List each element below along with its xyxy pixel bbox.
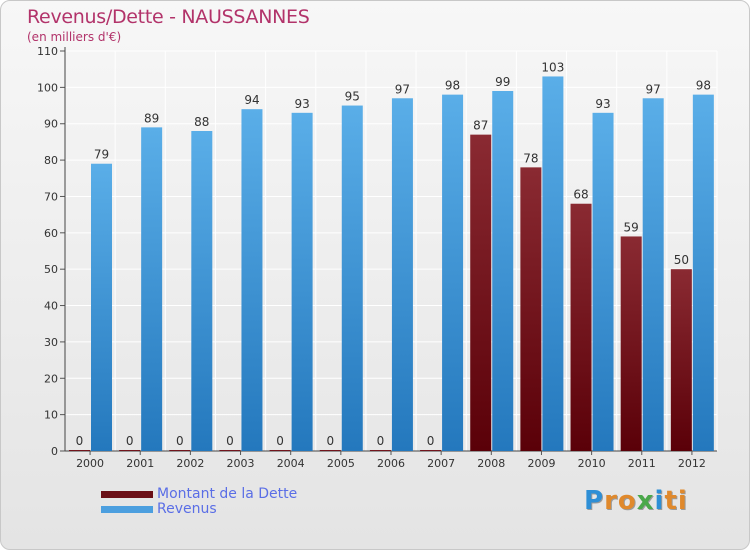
data-label: 0	[377, 434, 385, 448]
bar-revenus	[542, 76, 564, 452]
x-tick-label: 2010	[578, 457, 606, 470]
logo-letter: r	[604, 486, 618, 516]
bar-revenus	[191, 131, 213, 451]
data-label: 78	[523, 151, 538, 165]
bar-debt	[69, 450, 90, 451]
x-tick-label: 2009	[527, 457, 555, 470]
data-label: 103	[541, 60, 564, 74]
bar-revenus	[692, 94, 714, 452]
bar-debt	[169, 450, 191, 451]
chart-subtitle: (en milliers d'€)	[27, 30, 122, 44]
logo-letter: x	[636, 486, 655, 516]
y-tick-label: 90	[44, 118, 58, 131]
data-label: 97	[646, 82, 661, 96]
data-label: 97	[395, 82, 410, 96]
bar-revenus	[442, 94, 464, 452]
y-tick-label: 30	[44, 336, 58, 349]
data-label: 93	[294, 97, 309, 111]
bar-revenus	[492, 91, 514, 451]
bar-revenus	[592, 112, 614, 452]
bar-debt	[369, 450, 391, 451]
data-label: 94	[244, 93, 259, 107]
x-tick-label: 2007	[427, 457, 455, 470]
y-tick-label: 60	[44, 227, 58, 240]
data-label: 87	[473, 119, 488, 133]
data-label: 0	[276, 434, 284, 448]
y-tick-label: 70	[44, 190, 58, 203]
bar-revenus	[141, 127, 163, 451]
x-tick-label: 2008	[477, 457, 505, 470]
x-tick-label: 2002	[176, 457, 204, 470]
y-tick-label: 20	[44, 372, 58, 385]
data-label: 98	[696, 79, 711, 93]
bar-debt	[570, 203, 592, 451]
x-tick-label: 2003	[227, 457, 255, 470]
data-label: 59	[624, 220, 639, 234]
data-label: 0	[427, 434, 435, 448]
y-tick-label: 40	[44, 300, 58, 313]
bar-revenus	[642, 98, 664, 451]
legend-swatch-revenus	[101, 506, 153, 513]
x-tick-label: 2006	[377, 457, 405, 470]
data-label: 50	[674, 253, 689, 267]
bar-revenus	[241, 109, 263, 451]
bar-revenus	[91, 163, 112, 451]
data-label: 95	[345, 90, 360, 104]
logo-letter: i	[654, 486, 665, 516]
x-tick-label: 2004	[277, 457, 305, 470]
x-tick-label: 2012	[678, 457, 706, 470]
y-tick-label: 110	[37, 45, 58, 58]
data-label: 93	[595, 97, 610, 111]
legend-label-revenus: Revenus	[157, 501, 217, 517]
data-label: 0	[126, 434, 134, 448]
logo-letter: o	[617, 486, 637, 516]
data-label: 98	[445, 79, 460, 93]
y-tick-label: 100	[37, 81, 58, 94]
data-label: 0	[176, 434, 184, 448]
chart-title: Revenus/Dette - NAUSSANNES	[27, 6, 310, 28]
data-label: 79	[94, 148, 109, 162]
data-label: 0	[326, 434, 334, 448]
y-tick-label: 50	[44, 263, 58, 276]
bar-revenus	[291, 112, 313, 452]
bar-revenus	[341, 105, 363, 451]
bar-debt	[119, 450, 141, 451]
y-tick-label: 80	[44, 154, 58, 167]
bar-debt	[670, 269, 692, 451]
bar-revenus	[391, 98, 413, 451]
data-label: 68	[573, 188, 588, 202]
data-label: 88	[194, 115, 209, 129]
data-label: 0	[76, 434, 84, 448]
logo-letter: i	[677, 486, 688, 516]
bar-debt	[269, 450, 291, 451]
legend-swatch-debt	[101, 491, 153, 498]
bar-debt	[219, 450, 241, 451]
x-tick-label: 2001	[126, 457, 154, 470]
logo-letter: t	[664, 486, 678, 516]
bar-debt	[420, 450, 442, 451]
x-tick-label: 2005	[327, 457, 355, 470]
bar-debt	[319, 450, 341, 451]
x-tick-label: 2011	[628, 457, 656, 470]
y-tick-label: 10	[44, 409, 58, 422]
logo-letter: P	[584, 486, 605, 516]
data-label: 99	[495, 75, 510, 89]
y-tick-label: 0	[51, 445, 58, 458]
data-label: 0	[226, 434, 234, 448]
data-label: 89	[144, 111, 159, 125]
bar-debt	[470, 134, 492, 452]
legend-label-debt: Montant de la Dette	[157, 486, 298, 502]
x-tick-label: 2000	[76, 457, 104, 470]
bar-debt	[520, 167, 542, 451]
proxiti-logo: Proxiti	[584, 486, 688, 516]
bar-debt	[620, 236, 642, 451]
